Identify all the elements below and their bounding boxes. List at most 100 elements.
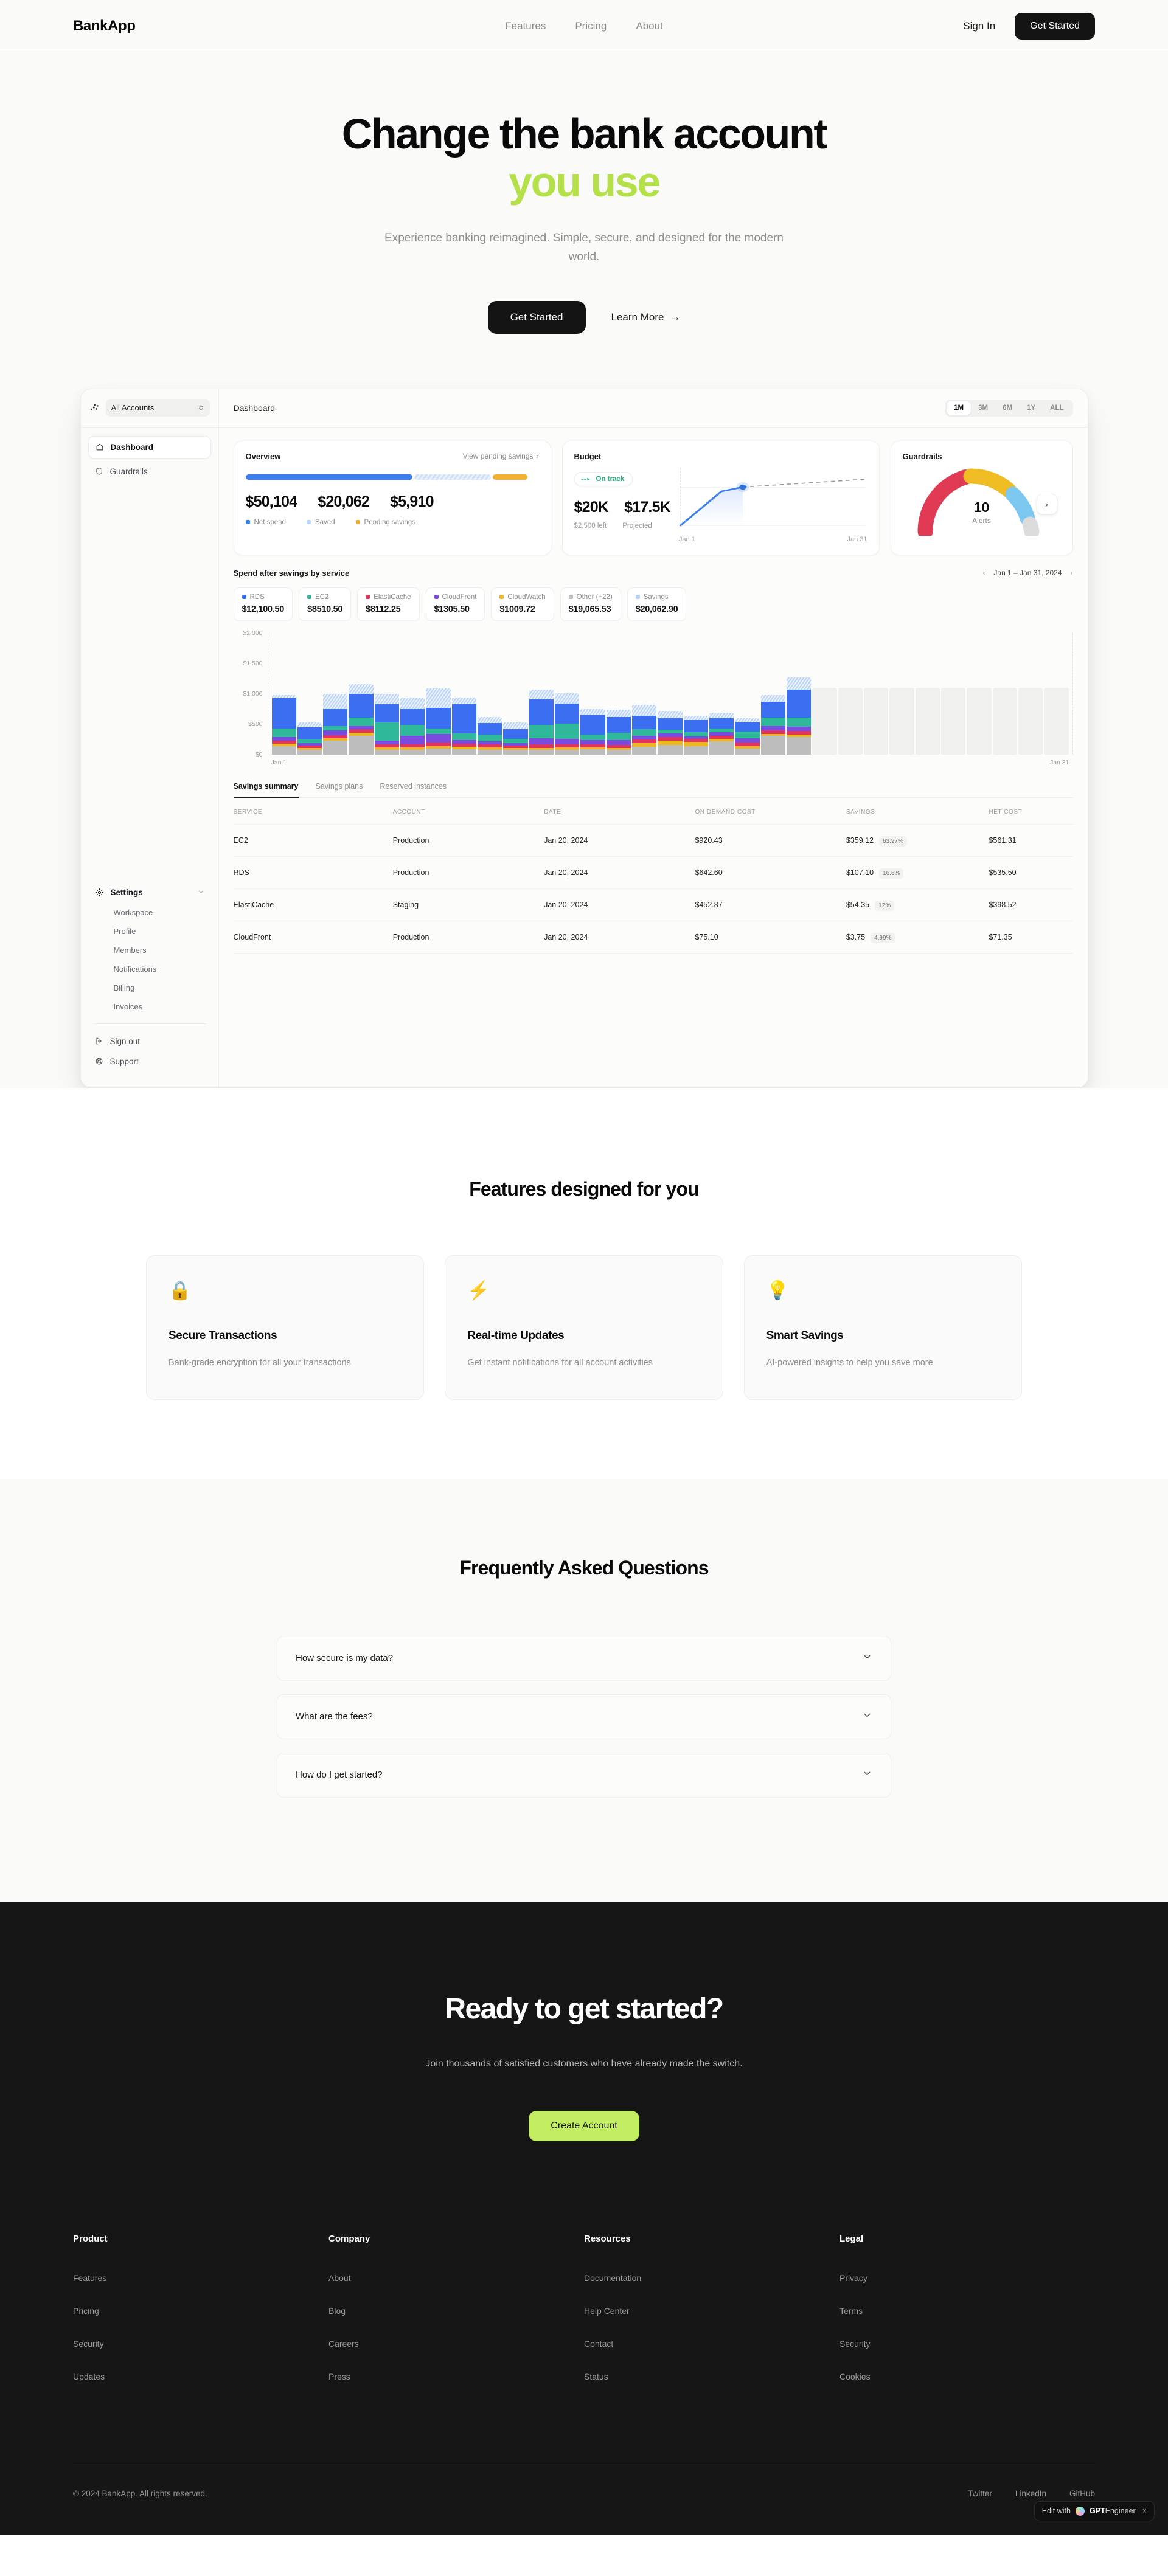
table-tabs: Savings summary Savings plans Reserved i…	[233, 781, 1073, 798]
chart-bar-segment	[426, 746, 451, 749]
chart-bar	[787, 677, 812, 755]
faq-item-security[interactable]: How secure is my data?	[277, 1635, 891, 1681]
footer-link-status[interactable]: Status	[584, 2371, 608, 2381]
tab-savings-plans[interactable]: Savings plans	[315, 781, 363, 791]
faq-item-get-started[interactable]: How do I get started?	[277, 1752, 891, 1798]
chart-bar-segment	[760, 701, 786, 718]
mock-content: Overview View pending savings ›	[219, 428, 1088, 967]
range-next-icon[interactable]: ›	[1070, 569, 1073, 578]
tab-reserved-instances[interactable]: Reserved instances	[380, 781, 447, 791]
chart-bar-segment	[271, 737, 296, 741]
footer-link-cookies[interactable]: Cookies	[839, 2371, 871, 2381]
hero-learn-more-link[interactable]: Learn More →	[611, 311, 681, 324]
faq-title: Frequently Asked Questions	[459, 1556, 709, 1579]
range-tab-3m[interactable]: 3M	[971, 401, 995, 415]
chart-bar-segment	[503, 729, 528, 739]
chevron-updown-icon	[198, 405, 203, 411]
chart-bar-segment	[451, 743, 477, 747]
sidebar-item-settings[interactable]: Settings	[88, 882, 211, 903]
hero-get-started-button[interactable]: Get Started	[487, 300, 586, 334]
footer-link-updates[interactable]: Updates	[73, 2371, 105, 2381]
table-row[interactable]: EC2 Production Jan 20, 2024 $920.43 $359…	[233, 824, 1073, 857]
sign-in-link[interactable]: Sign In	[963, 19, 996, 32]
legend-swatch-savings	[635, 595, 640, 600]
footer-link-blog[interactable]: Blog	[328, 2305, 346, 2316]
chart-bar-segment	[580, 735, 605, 741]
cell-date: Jan 20, 2024	[544, 888, 695, 921]
legend-card-cloudwatch[interactable]: CloudWatch $1009.72	[491, 587, 554, 621]
faq-item-fees[interactable]: What are the fees?	[277, 1694, 891, 1739]
footer-link-features[interactable]: Features	[73, 2273, 107, 2283]
table-row[interactable]: ElastiCache Staging Jan 20, 2024 $452.87…	[233, 888, 1073, 921]
footer-link-pricing[interactable]: Pricing	[73, 2305, 99, 2316]
legend-swatch-cloudfront	[434, 595, 439, 600]
social-link-twitter[interactable]: Twitter	[968, 2488, 992, 2498]
footer-link-contact[interactable]: Contact	[584, 2338, 614, 2349]
legend-card-savings[interactable]: Savings $20,062.90	[627, 587, 687, 621]
footer-link-press[interactable]: Press	[328, 2371, 350, 2381]
table-row[interactable]: CloudFront Production Jan 20, 2024 $75.1…	[233, 921, 1073, 954]
brand-logo[interactable]: BankApp	[73, 17, 136, 34]
chart-bar-segment	[478, 734, 502, 741]
chart-bar-segment	[426, 688, 451, 708]
chart-bar-segment	[760, 733, 786, 736]
sidebar-subitem-billing[interactable]: Billing	[113, 983, 135, 992]
legend-card-ec2[interactable]: EC2 $8510.50	[299, 587, 352, 621]
range-tab-1m[interactable]: 1M	[947, 401, 972, 415]
footer-link-help-center[interactable]: Help Center	[584, 2305, 630, 2316]
gptengineer-brand-rest: Engineer	[1105, 2507, 1136, 2516]
legend-value-ec2: $8510.50	[307, 604, 343, 614]
x-tick-end: Jan 31	[1049, 758, 1069, 766]
cell-date: Jan 20, 2024	[544, 856, 695, 889]
sidebar-subitem-members[interactable]: Members	[113, 945, 147, 955]
guardrails-next-button[interactable]: ›	[1036, 493, 1057, 514]
legend-card-rds[interactable]: RDS $12,100.50	[233, 587, 293, 621]
legend-card-other[interactable]: Other (+22) $19,065.53	[560, 587, 621, 621]
account-selector[interactable]: All Accounts	[105, 399, 210, 417]
chart-bar-segment	[451, 704, 477, 733]
create-account-button[interactable]: Create Account	[529, 2110, 639, 2141]
edit-with-gptengineer-badge[interactable]: Edit with GPTEngineer ×	[1034, 2501, 1155, 2521]
range-tab-1y[interactable]: 1Y	[1020, 401, 1043, 415]
view-pending-savings-link[interactable]: View pending savings ›	[463, 452, 539, 460]
chart-bar-segment	[374, 744, 400, 748]
footer-link-security[interactable]: Security	[73, 2338, 104, 2349]
sidebar-subitem-notifications[interactable]: Notifications	[113, 964, 157, 974]
chart-bar-segment	[735, 722, 760, 732]
chart-bar-segment	[451, 733, 477, 740]
chart-bar	[426, 688, 451, 755]
footer-link-security-legal[interactable]: Security	[839, 2338, 871, 2349]
nav-link-pricing[interactable]: Pricing	[575, 19, 607, 32]
sidebar-subitem-workspace[interactable]: Workspace	[113, 907, 153, 917]
nav-actions: Sign In Get Started	[963, 12, 1095, 40]
range-prev-icon[interactable]: ‹	[982, 569, 985, 578]
tab-savings-summary[interactable]: Savings summary	[233, 782, 299, 798]
footer-link-documentation[interactable]: Documentation	[584, 2273, 642, 2283]
get-started-button[interactable]: Get Started	[1015, 12, 1095, 40]
table-row[interactable]: RDS Production Jan 20, 2024 $642.60 $107…	[233, 856, 1073, 889]
legend-card-cloudfront[interactable]: CloudFront $1305.50	[425, 587, 485, 621]
th-account: ACCOUNT	[392, 797, 544, 825]
sidebar-subitem-profile[interactable]: Profile	[113, 926, 136, 936]
sidebar-item-guardrails[interactable]: Guardrails	[88, 461, 211, 482]
social-link-linkedin[interactable]: LinkedIn	[1015, 2488, 1046, 2498]
sidebar-subitem-invoices[interactable]: Invoices	[113, 1002, 143, 1011]
range-tab-all[interactable]: ALL	[1043, 401, 1071, 415]
nav-link-about[interactable]: About	[636, 19, 663, 32]
footer-link-privacy[interactable]: Privacy	[839, 2273, 867, 2283]
workspace-icon	[90, 404, 99, 410]
nav-link-features[interactable]: Features	[505, 19, 546, 32]
chart-bar-segment	[451, 749, 477, 755]
cell-on-demand: $642.60	[695, 856, 846, 889]
footer-link-about[interactable]: About	[328, 2273, 351, 2283]
footer-link-careers[interactable]: Careers	[328, 2338, 359, 2349]
social-link-github[interactable]: GitHub	[1069, 2488, 1095, 2498]
sidebar-nav: Dashboard Guardrails	[81, 428, 218, 485]
legend-card-elasticache[interactable]: ElastiCache $8112.25	[357, 587, 420, 621]
range-tab-6m[interactable]: 6M	[995, 401, 1020, 415]
sidebar-item-dashboard[interactable]: Dashboard	[88, 435, 211, 459]
footer-link-terms[interactable]: Terms	[839, 2305, 863, 2316]
sidebar-item-signout[interactable]: Sign out	[88, 1031, 211, 1051]
close-icon[interactable]: ×	[1142, 2507, 1147, 2516]
sidebar-item-support[interactable]: Support	[88, 1051, 211, 1072]
